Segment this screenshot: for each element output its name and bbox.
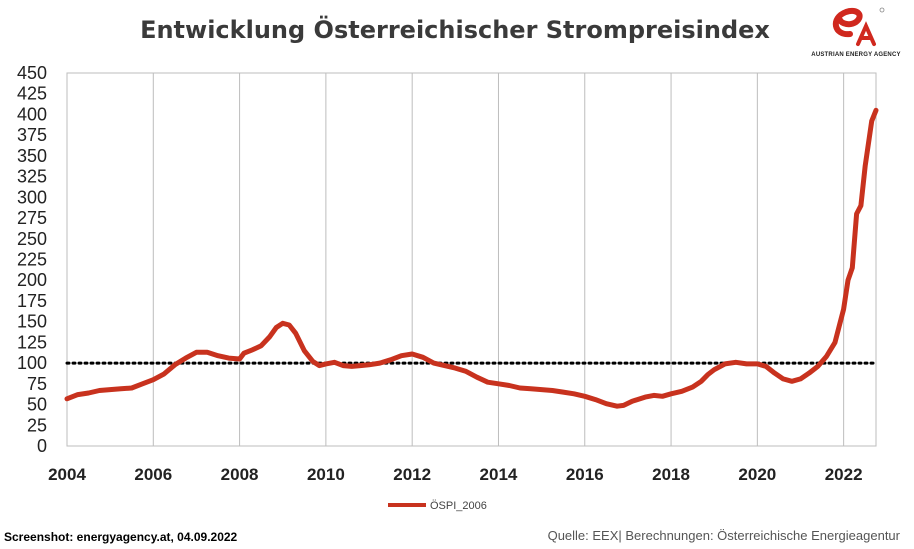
x-tick-label: 2008	[221, 465, 259, 484]
plot-area	[66, 72, 877, 447]
x-tick-label: 2012	[393, 465, 431, 484]
y-tick-label: 325	[17, 167, 47, 187]
y-tick-label: 350	[17, 146, 47, 166]
y-tick-label: 100	[17, 353, 47, 373]
x-tick-label: 2016	[566, 465, 604, 484]
y-tick-label: 0	[37, 436, 47, 456]
y-tick-label: 75	[27, 374, 47, 394]
x-tick-label: 2006	[134, 465, 172, 484]
series-line-0	[64, 107, 879, 409]
footer-screenshot-note: Screenshot: energyagency.at, 04.09.2022	[4, 530, 238, 544]
y-tick-label: 425	[17, 84, 47, 104]
chart-title: Entwicklung Österreichischer Strompreisi…	[140, 14, 770, 44]
grid	[66, 72, 877, 447]
x-axis-ticks: 2004 2006 2008 2010 2012 2014 2016 2018 2020 2022	[48, 465, 862, 484]
y-tick-label: 275	[17, 208, 47, 228]
logo-caption: AUSTRIAN ENERGY AGENCY	[811, 52, 901, 58]
x-tick-label: 2010	[307, 465, 345, 484]
y-axis-ticks: 0255075100125150175200225250275300325350…	[17, 63, 47, 456]
y-tick-label: 400	[17, 104, 47, 124]
footer-source: Quelle: EEX| Berechnungen: Österreichisc…	[547, 528, 900, 543]
ea-logo: AUSTRIAN ENERGY AGENCY	[806, 4, 906, 64]
y-tick-label: 250	[17, 229, 47, 249]
y-tick-label: 125	[17, 332, 47, 352]
y-tick-label: 375	[17, 125, 47, 145]
x-tick-label: 2004	[48, 465, 86, 484]
legend: ÖSPI_2006	[388, 500, 487, 512]
y-tick-label: 50	[27, 395, 47, 415]
x-tick-label: 2018	[652, 465, 690, 484]
y-tick-label: 450	[17, 63, 47, 83]
y-tick-label: 175	[17, 291, 47, 311]
legend-label: ÖSPI_2006	[430, 500, 487, 512]
x-tick-label: 2022	[825, 465, 863, 484]
y-tick-label: 200	[17, 270, 47, 290]
x-tick-label: 2014	[480, 465, 518, 484]
y-tick-label: 150	[17, 312, 47, 332]
ea-logo-icon	[833, 7, 885, 46]
x-tick-label: 2020	[738, 465, 776, 484]
y-tick-label: 25	[27, 415, 47, 435]
y-tick-label: 300	[17, 187, 47, 207]
series-group	[64, 107, 879, 409]
y-tick-label: 225	[17, 250, 47, 270]
